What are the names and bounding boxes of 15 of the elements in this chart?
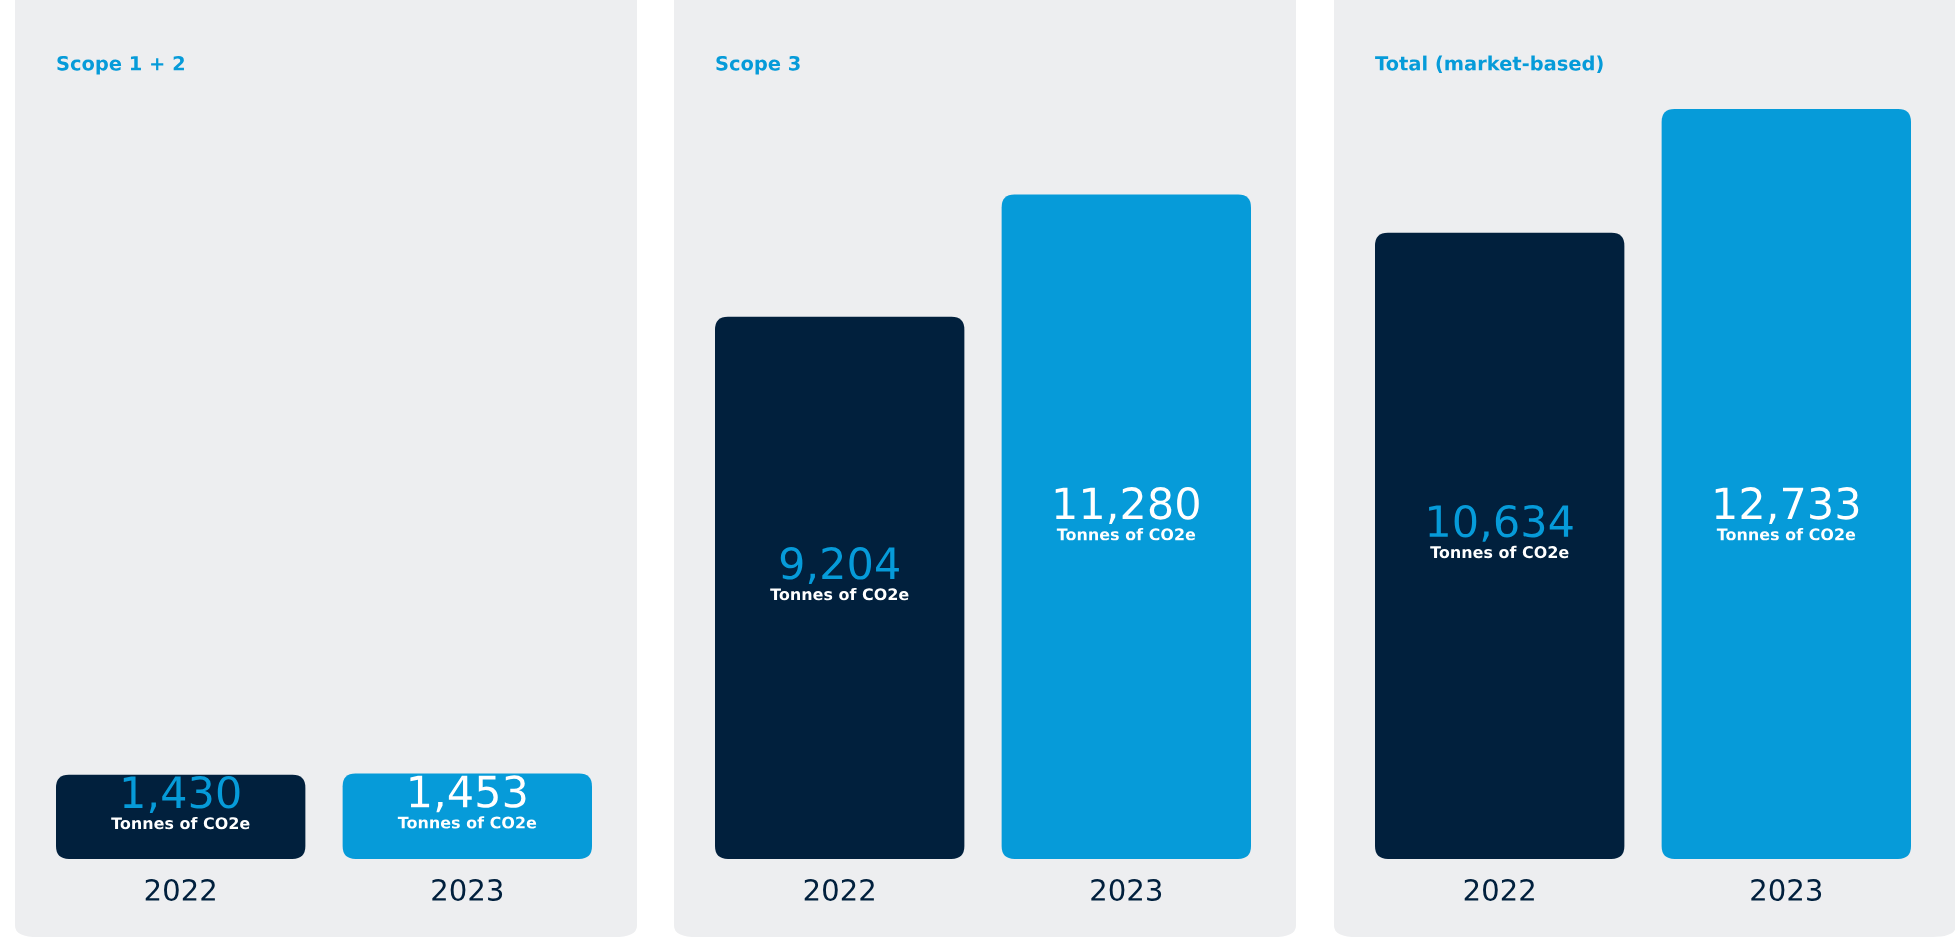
x-tick-label: 2022 bbox=[145, 878, 215, 902]
chart-title: Scope 1 + 2 bbox=[57, 55, 184, 75]
x-tick-label: 2022 bbox=[1464, 878, 1534, 902]
data-label: 10,634 Tonnes of CO2e bbox=[1429, 504, 1573, 559]
data-label: 1,430 Tonnes of CO2e bbox=[111, 775, 250, 830]
x-tick-label: 2023 bbox=[432, 878, 503, 902]
chart-title: Scope 3 bbox=[716, 55, 800, 75]
x-tick-label: 2023 bbox=[1751, 878, 1822, 902]
chart-title: Total (market-based) bbox=[1375, 55, 1603, 73]
data-label: 11,280 Tonnes of CO2e bbox=[1055, 487, 1199, 541]
data-label: 1,453 Tonnes of CO2e bbox=[397, 775, 537, 829]
data-label: 12,733 Tonnes of CO2e bbox=[1715, 487, 1859, 541]
x-tick-label: 2023 bbox=[1091, 878, 1162, 902]
data-label: 9,204 Tonnes of CO2e bbox=[770, 547, 909, 601]
x-tick-label: 2022 bbox=[804, 878, 874, 902]
